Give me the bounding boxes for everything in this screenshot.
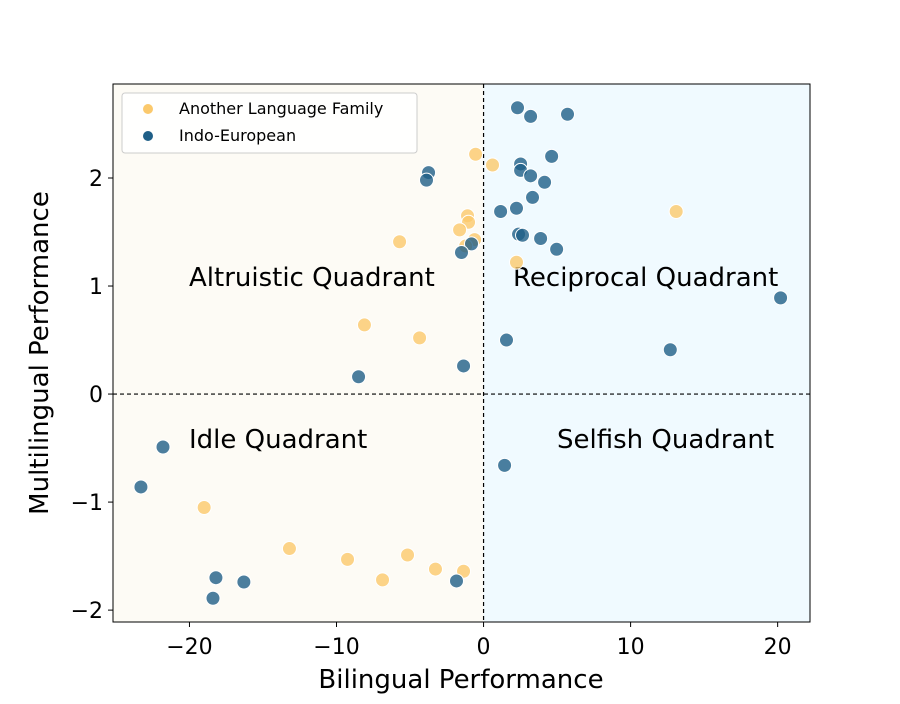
data-point-another-language-family — [412, 330, 428, 346]
data-point-indo-european — [549, 241, 565, 257]
data-point-indo-european — [525, 189, 541, 205]
data-point-indo-european — [508, 200, 524, 216]
y-tick-label: −1 — [71, 491, 103, 516]
data-point-indo-european — [523, 168, 539, 184]
data-point-indo-european — [498, 332, 514, 348]
y-tick-label: 0 — [89, 383, 103, 408]
quadrant-label-idle: Idle Quadrant — [189, 425, 367, 455]
data-point-another-language-family — [340, 551, 356, 567]
data-point-indo-european — [515, 227, 531, 243]
data-point-indo-european — [773, 290, 789, 306]
data-point-indo-european — [544, 148, 560, 164]
y-tick-label: 1 — [89, 275, 103, 300]
data-point-another-language-family — [452, 222, 468, 238]
left-half-background — [113, 84, 484, 622]
data-point-another-language-family — [196, 499, 212, 515]
y-tick-label: −2 — [71, 599, 103, 624]
x-tick-label: 10 — [617, 635, 645, 660]
data-point-indo-european — [351, 369, 367, 385]
x-tick-label: −10 — [313, 635, 359, 660]
data-point-indo-european — [463, 236, 479, 252]
data-point-indo-european — [449, 573, 465, 589]
y-tick-label: 2 — [89, 167, 103, 192]
y-axis-label: Multilingual Performance — [25, 191, 55, 515]
x-tick-label: 0 — [477, 635, 491, 660]
data-point-indo-european — [454, 245, 469, 261]
legend-label-indo-european: Indo-European — [179, 126, 296, 145]
data-point-another-language-family — [281, 541, 297, 557]
data-point-another-language-family — [375, 572, 391, 588]
legend-label-another-language-family: Another Language Family — [179, 99, 383, 118]
quadrant-label-selfish: Selfish Quadrant — [557, 425, 774, 455]
data-point-indo-european — [456, 358, 472, 374]
quadrant-label-altruistic: Altruistic Quadrant — [189, 263, 435, 293]
data-point-another-language-family — [392, 234, 408, 250]
quadrant-label-reciprocal: Reciprocal Quadrant — [513, 263, 778, 293]
data-point-indo-european — [208, 570, 224, 586]
data-point-another-language-family — [485, 157, 501, 173]
legend-box — [121, 92, 418, 154]
right-half-background — [483, 84, 810, 622]
data-point-another-language-family — [427, 561, 443, 577]
data-point-indo-european — [133, 479, 149, 495]
data-point-another-language-family — [668, 203, 684, 219]
data-point-another-language-family — [400, 547, 416, 563]
data-point-indo-european — [419, 172, 435, 188]
legend-marker-indo-european — [143, 131, 153, 141]
plot-frame — [112, 83, 811, 623]
data-point-indo-european — [493, 203, 509, 219]
data-point-another-language-family — [356, 317, 372, 333]
data-point-indo-european — [560, 106, 576, 122]
data-point-indo-european — [523, 108, 539, 124]
legend-marker-another-language-family — [143, 104, 153, 114]
data-point-indo-european — [537, 174, 553, 190]
data-point-indo-european — [236, 574, 252, 590]
data-point-indo-european — [155, 439, 171, 455]
data-point-indo-european — [205, 590, 221, 606]
legend: Another Language Family Indo-European — [121, 92, 418, 154]
data-point-indo-european — [662, 342, 678, 358]
x-tick-label: 20 — [764, 635, 792, 660]
data-point-another-language-family — [508, 254, 524, 270]
data-point-indo-european — [497, 457, 513, 473]
data-point-indo-european — [533, 230, 549, 246]
data-point-indo-european — [510, 100, 526, 116]
x-axis-label: Bilingual Performance — [318, 665, 603, 695]
data-point-another-language-family — [468, 146, 484, 162]
x-tick-label: −20 — [166, 635, 212, 660]
